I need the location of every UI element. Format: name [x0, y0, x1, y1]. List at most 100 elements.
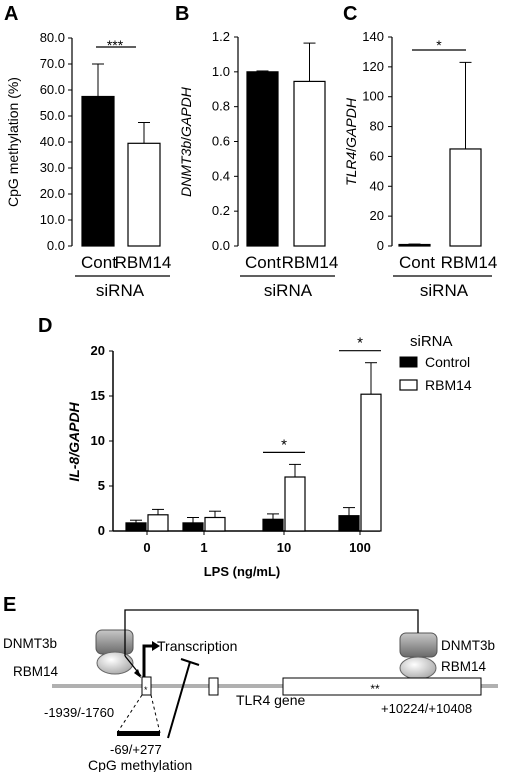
y-tick-label: 40.0: [40, 134, 65, 149]
panel-d-chart: 0 5 10 15 20 0 1 10 100 * *: [91, 335, 382, 555]
exon-box: [208, 677, 219, 696]
transcription-arrowhead: [152, 641, 160, 651]
y-tick-label: 15: [91, 388, 105, 403]
panel-b-group-label: siRNA: [264, 281, 313, 300]
panel-letter-a: A: [4, 3, 18, 25]
y-tick-label: 120: [362, 59, 384, 74]
y-tick-label: 0.4: [212, 168, 230, 183]
dnmt3b-left-shape: [95, 629, 134, 655]
cpg-methylation-label: CpG methylation: [88, 757, 192, 772]
panel-letter-d: D: [38, 315, 52, 337]
y-tick-label: 0.8: [212, 99, 230, 114]
panel-letter-e: E: [3, 594, 16, 616]
significance-label: *: [281, 436, 287, 453]
y-tick-label: 70.0: [40, 56, 65, 71]
significance-label: *: [357, 335, 363, 352]
y-tick-label: 50.0: [40, 108, 65, 123]
panel-a-category-rbm14: RBM14: [115, 253, 172, 272]
panel-c-category-rbm14: RBM14: [441, 253, 498, 272]
marker-right: **: [370, 682, 380, 696]
panel-d-ylabel: IL-8/GAPDH: [66, 401, 82, 481]
legend-label-rbm14: RBM14: [425, 377, 472, 393]
legend-swatch-rbm14: [399, 379, 418, 391]
panel-a-chart: 0.0 10.0 20.0 30.0 40.0 50.0 60.0 70.0 80.0: [40, 30, 161, 253]
bar-rbm14: [449, 148, 482, 247]
bar-cont: [246, 71, 279, 247]
zoom-line-left: [116, 694, 143, 734]
y-tick-label: 0: [377, 238, 384, 253]
dnmt3b-left-label: DNMT3b: [3, 636, 57, 651]
rbm14-right-shape: [399, 656, 437, 680]
y-tick-label: 100: [362, 89, 384, 104]
region-box-right: [282, 677, 482, 696]
panel-letter-b: B: [175, 3, 189, 25]
y-tick-label: 30.0: [40, 160, 65, 175]
y-tick-label: 80.0: [40, 30, 65, 45]
y-tick-label: 80: [370, 119, 384, 134]
y-tick-label: 10.0: [40, 212, 65, 227]
gene-label: TLR4 gene: [236, 692, 305, 708]
bar-control: [262, 518, 284, 532]
panel-c-group-label: siRNA: [420, 281, 469, 300]
marker-left: *: [144, 685, 148, 695]
y-tick-label: 20: [91, 343, 105, 358]
panel-d-xlabel: LPS (ng/mL): [204, 564, 281, 579]
y-tick-label: 60: [370, 148, 384, 163]
y-tick-label: 0.0: [47, 238, 65, 253]
panel-a-significance: ***: [107, 37, 124, 53]
x-tick-label: 0: [143, 540, 150, 555]
y-tick-label: 10: [91, 433, 105, 448]
panel-a-category-cont: Cont: [81, 253, 117, 272]
y-tick-label: 5: [98, 478, 105, 493]
legend-label-control: Control: [425, 354, 470, 370]
rbm14-left-label: RBM14: [13, 664, 59, 679]
dnmt3b-right-shape: [399, 632, 438, 658]
region-cpg-label: -69/+277: [110, 742, 162, 757]
x-tick-label: 1: [200, 540, 207, 555]
panel-b-category-rbm14: RBM14: [282, 253, 339, 272]
bar-rbm14: [360, 393, 382, 532]
legend-swatch-control: [399, 356, 418, 368]
bar-control: [182, 522, 204, 532]
region-right-label: +10224/+10408: [381, 701, 472, 716]
y-tick-label: 0.6: [212, 134, 230, 149]
bar-rbm14: [293, 80, 326, 247]
transcription-label: Transcription: [157, 638, 237, 654]
y-tick-label: 20.0: [40, 186, 65, 201]
panel-c-significance: *: [436, 37, 442, 53]
rbm14-right-label: RBM14: [441, 659, 487, 674]
panel-a-ylabel: CpG methylation (%): [5, 77, 21, 207]
y-tick-label: 20: [370, 208, 384, 223]
y-tick-label: 0.0: [212, 238, 230, 253]
panel-c-chart: 0 20 40 60 80 100 120 140: [362, 29, 482, 253]
region-left-label: -1939/-1760: [44, 705, 114, 720]
cpg-bar: [117, 731, 160, 736]
panel-b-category-cont: Cont: [245, 253, 281, 272]
bar-control: [125, 522, 147, 532]
bar-rbm14: [147, 514, 169, 532]
panel-b-chart: 0.0 0.2 0.4 0.6 0.8 1.0 1.2: [212, 29, 326, 253]
panel-letter-c: C: [343, 3, 357, 25]
connector-line: [124, 609, 419, 656]
inhibition-bar: [180, 658, 200, 666]
panel-a-group-label: siRNA: [96, 281, 145, 300]
bar-rbm14: [284, 476, 306, 532]
bar-cont: [398, 243, 431, 247]
legend-title: siRNA: [410, 333, 453, 350]
panel-b-ylabel: DNMT3b/GAPDH: [178, 86, 194, 197]
y-tick-label: 40: [370, 178, 384, 193]
x-tick-label: 10: [277, 540, 291, 555]
y-tick-label: 0: [98, 523, 105, 538]
y-tick-label: 0.2: [212, 203, 230, 218]
connector-arrowhead: [134, 669, 141, 678]
rbm14-left-shape: [96, 651, 134, 675]
inhibition-line: [167, 661, 191, 739]
bar-rbm14: [127, 142, 161, 247]
dnmt3b-right-label: DNMT3b: [441, 638, 495, 653]
panel-c-category-cont: Cont: [399, 253, 435, 272]
y-tick-label: 1.2: [212, 29, 230, 44]
x-tick-label: 100: [349, 540, 371, 555]
y-tick-label: 140: [362, 29, 384, 44]
panel-c-ylabel: TLR4/GAPDH: [343, 97, 359, 186]
